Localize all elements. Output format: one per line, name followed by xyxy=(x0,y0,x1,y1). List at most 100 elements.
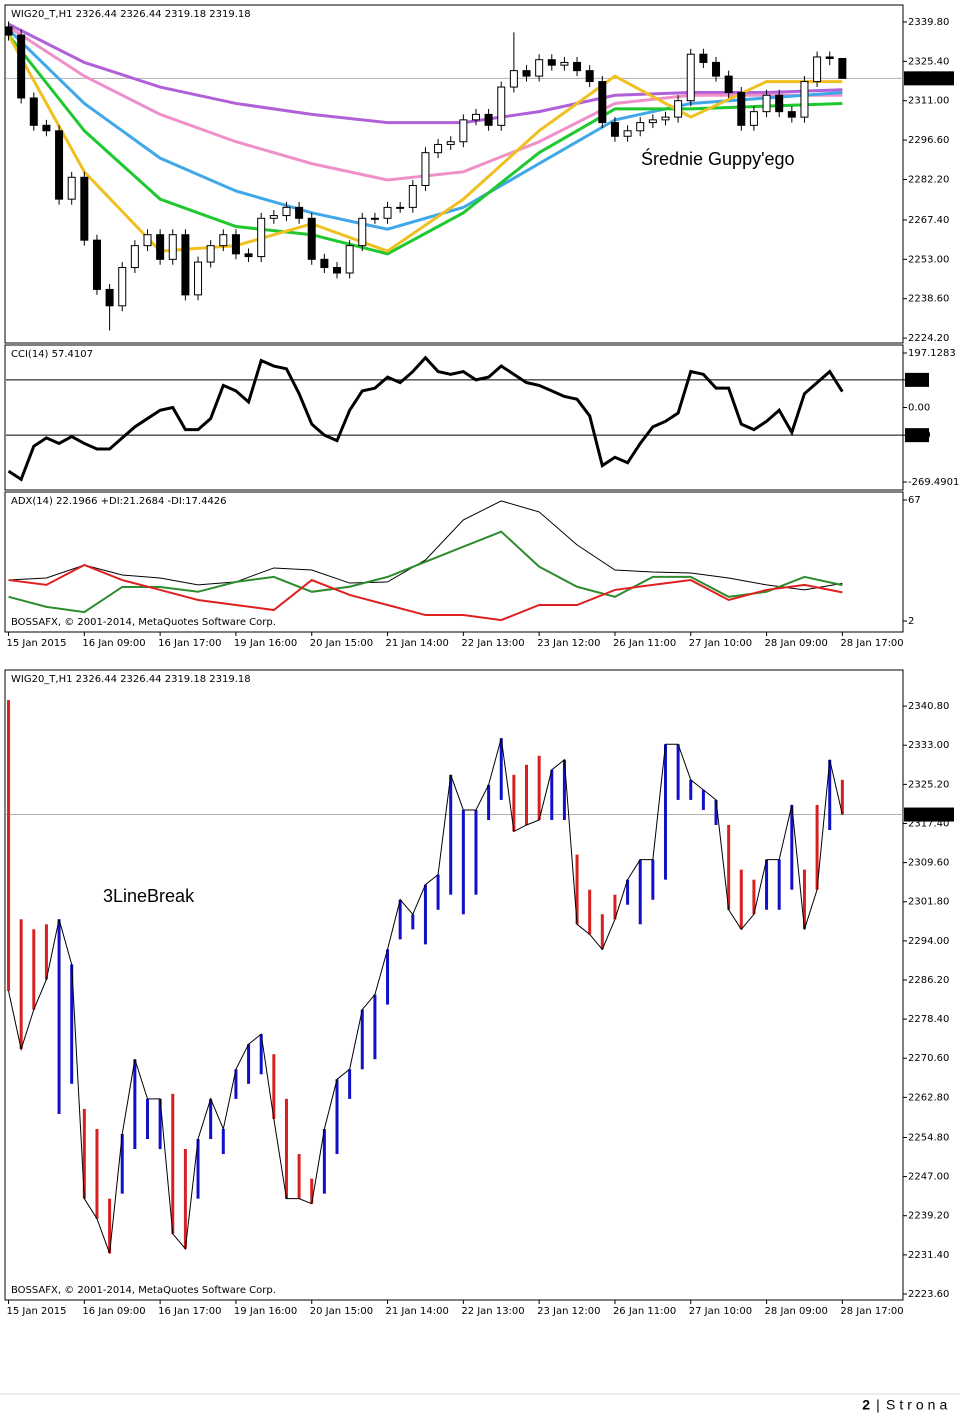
linebreak-bar xyxy=(7,700,11,992)
linebreak-bar xyxy=(550,769,554,820)
candle-body xyxy=(724,75,733,94)
candle-body xyxy=(383,206,392,219)
footer-word: Strona xyxy=(886,1397,951,1413)
candle-body xyxy=(42,124,51,132)
candle-body xyxy=(231,234,240,255)
linebreak-bar xyxy=(512,774,516,832)
y-tick-label: 2296.60 xyxy=(908,135,949,146)
panel-frame xyxy=(4,491,904,633)
linebreak-bar xyxy=(840,779,844,815)
y-tick-label: 67 xyxy=(908,495,921,506)
linebreak-bar xyxy=(802,869,806,930)
linebreak-bar xyxy=(348,1069,352,1099)
linebreak-bar xyxy=(57,919,61,1114)
candle-body xyxy=(446,141,455,145)
guppy-ma xyxy=(7,22,843,125)
linebreak-bar xyxy=(739,869,743,930)
linebreak-bar xyxy=(525,764,529,825)
panel-title: CCI(14) 57.4107 xyxy=(11,349,93,360)
candle-body xyxy=(396,206,405,209)
candle-body xyxy=(775,94,784,113)
x-tick-label: 22 Jan 13:00 xyxy=(461,1306,524,1317)
linebreak-bar xyxy=(562,759,566,820)
y-tick-label: 100 xyxy=(908,375,927,386)
candle-body xyxy=(67,176,76,200)
level-label-box xyxy=(905,372,929,387)
y-tick-label: 2270.60 xyxy=(908,1053,949,1064)
linebreak-bar xyxy=(297,1154,301,1199)
linebreak-bar xyxy=(689,779,693,800)
linebreak-bar xyxy=(183,1149,187,1249)
copyright: BOSSAFX, © 2001-2014, MetaQuotes Softwar… xyxy=(11,1285,276,1296)
x-tick-label: 28 Jan 17:00 xyxy=(840,1306,903,1317)
linebreak-bar xyxy=(651,859,655,900)
linebreak-bar xyxy=(373,994,377,1060)
linebreak-bar xyxy=(19,919,23,1050)
candle-body xyxy=(434,143,443,154)
linebreak-bar xyxy=(663,744,667,880)
linebreak-bar xyxy=(209,1098,213,1139)
candle-body xyxy=(648,119,657,124)
candle-body xyxy=(674,100,683,118)
candle-body xyxy=(118,267,127,307)
linebreak-bar xyxy=(790,804,794,890)
x-tick-label: 20 Jan 15:00 xyxy=(310,1306,373,1317)
y-tick-label: 2262.80 xyxy=(908,1092,949,1103)
linebreak-bar xyxy=(398,899,402,940)
candle-body xyxy=(17,34,26,99)
x-tick-label: 16 Jan 17:00 xyxy=(158,1306,221,1317)
y-tick-label: 2247.00 xyxy=(908,1172,949,1183)
linebreak-bar xyxy=(727,824,731,910)
x-tick-label: 21 Jan 14:00 xyxy=(386,638,449,649)
candle-body xyxy=(661,116,670,121)
candle-body xyxy=(484,113,493,126)
last-price-box xyxy=(904,71,954,86)
candle-body xyxy=(712,61,721,77)
x-tick-label: 16 Jan 17:00 xyxy=(158,638,221,649)
linebreak-bar xyxy=(815,804,819,890)
candle-body xyxy=(573,61,582,72)
linebreak-bar xyxy=(714,799,718,825)
candle-body xyxy=(92,239,101,290)
linebreak-bar xyxy=(638,859,642,925)
candle-body xyxy=(749,111,758,126)
candle-body xyxy=(623,130,632,137)
annotation: 3LineBreak xyxy=(103,886,195,906)
y-tick-label: 2311.00 xyxy=(908,96,949,107)
linebreak-bar xyxy=(335,1079,339,1155)
linebreak-bar xyxy=(171,1093,175,1234)
guppy-ma xyxy=(7,28,843,231)
candle-body xyxy=(560,61,569,66)
x-tick-label: 26 Jan 11:00 xyxy=(613,1306,676,1317)
candle-body xyxy=(105,288,114,307)
candle-body xyxy=(787,111,796,118)
y-tick-label: 2 xyxy=(908,616,914,627)
y-tick-label: 2286.20 xyxy=(908,975,949,986)
y-tick-label: 2325.40 xyxy=(908,56,949,67)
candle-body xyxy=(257,217,266,258)
level-label-box xyxy=(905,428,929,443)
candle-body xyxy=(686,53,695,102)
candle-body xyxy=(497,86,506,126)
candle-body xyxy=(130,245,139,269)
candle-body xyxy=(345,245,354,274)
candle-body xyxy=(358,217,367,247)
y-tick-label: 2282.20 xyxy=(908,174,949,185)
linebreak-bar xyxy=(32,929,36,1010)
x-tick-label: 16 Jan 09:00 xyxy=(82,1306,145,1317)
linebreak-bar xyxy=(272,1054,276,1119)
candle-body xyxy=(320,258,329,269)
linebreak-bar xyxy=(247,1044,251,1084)
candle-body xyxy=(4,26,13,36)
linebreak-bar xyxy=(600,914,604,950)
linebreak-bar xyxy=(386,949,390,1005)
x-tick-label: 23 Jan 12:00 xyxy=(537,1306,600,1317)
candle-body xyxy=(55,130,64,200)
y-tick-label: 2231.40 xyxy=(908,1250,949,1261)
candle-body xyxy=(800,81,809,118)
candle-body xyxy=(825,56,834,59)
candle-body xyxy=(421,152,430,186)
y-tick-label: 2238.60 xyxy=(908,294,949,305)
candle-body xyxy=(838,57,847,79)
candle-body xyxy=(206,245,215,263)
